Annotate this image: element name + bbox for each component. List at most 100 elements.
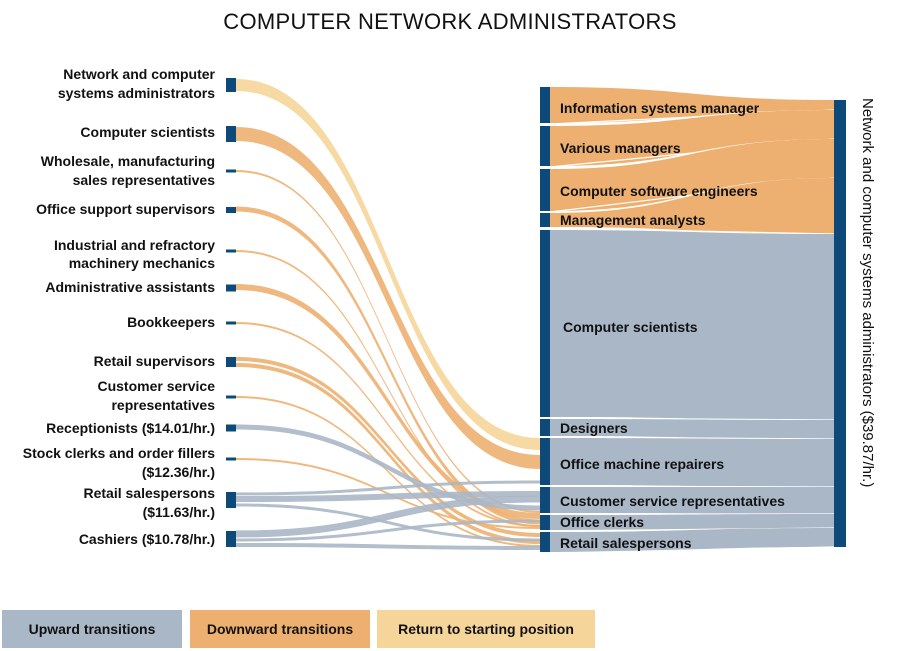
legend-label-return: Return to starting position <box>398 621 574 637</box>
middle-node-label: Customer service representatives <box>560 493 785 509</box>
left-node-bar <box>226 424 236 432</box>
left-labels: Network and computer systems administrato… <box>23 66 216 547</box>
right-band <box>550 514 834 530</box>
left-node-label: Computer scientists <box>80 124 215 140</box>
middle-labels: Information systems manager Various manag… <box>560 100 785 551</box>
left-node-label: Stock clerks and order fillers <box>23 445 215 461</box>
legend-swatch-upward <box>2 610 182 648</box>
flow-link-upward <box>236 543 540 550</box>
left-node-label: Administrative assistants <box>45 279 215 295</box>
band-divider <box>549 417 835 421</box>
right-bands <box>549 87 835 554</box>
legend: Upward transitions Downward transitions … <box>2 610 595 648</box>
chart-title: COMPUTER NETWORK ADMINISTRATORS <box>223 9 676 34</box>
middle-node-label: Various managers <box>560 140 681 156</box>
middle-node-label: Office clerks <box>560 514 644 530</box>
flow-link-upward <box>236 503 540 542</box>
middle-node-label: Computer software engineers <box>560 183 758 199</box>
middle-node-bar <box>540 515 550 530</box>
left-node-bar <box>226 169 236 173</box>
middle-node-label: Office machine repairers <box>560 456 724 472</box>
left-links <box>236 79 540 550</box>
left-node-label: Receptionists ($14.01/hr.) <box>46 420 215 436</box>
middle-node-label: Retail salespersons <box>560 535 692 551</box>
middle-node-bar <box>540 487 550 513</box>
flow-link-downward <box>236 127 540 469</box>
middle-node-bar <box>540 438 550 485</box>
flow-link-return <box>236 79 540 450</box>
left-node-bar <box>226 492 236 508</box>
flow-link-upward <box>236 519 540 542</box>
left-node-bar <box>226 457 236 461</box>
left-node-bar <box>226 207 236 213</box>
flow-link-upward <box>236 491 540 502</box>
left-node-bar <box>226 321 236 325</box>
flow-link-downward <box>236 396 540 547</box>
right-band <box>550 419 834 439</box>
left-node-bar <box>226 395 236 399</box>
middle-node-bar <box>540 126 550 166</box>
flow-link-upward <box>236 480 540 496</box>
middle-node-bar <box>540 419 550 436</box>
left-node-label: machinery mechanics <box>69 255 216 271</box>
middle-node-label: Management analysts <box>560 212 706 228</box>
left-node-bar <box>226 531 236 547</box>
left-node-label: Industrial and refractory <box>54 237 215 253</box>
middle-node-bar <box>540 230 550 417</box>
left-node-label: representatives <box>111 397 215 413</box>
band-divider <box>549 546 835 554</box>
flow-link-downward <box>236 284 540 519</box>
left-node-label: Wholesale, manufacturing <box>41 153 215 169</box>
left-node-label: Office support supervisors <box>36 201 215 217</box>
flow-link-downward <box>236 170 540 513</box>
left-node-label: Customer service <box>97 378 215 394</box>
left-node-label: Cashiers ($10.78/hr.) <box>79 531 215 547</box>
right-band <box>550 87 834 123</box>
flow-link-downward <box>236 363 540 544</box>
flow-link-downward <box>236 322 540 527</box>
left-node-label: systems administrators <box>58 85 215 101</box>
left-node-bar <box>226 78 236 92</box>
right-node-bar <box>834 100 846 547</box>
left-node-label: ($11.63/hr.) <box>143 504 215 520</box>
right-band <box>550 487 834 514</box>
band-divider <box>549 436 835 440</box>
band-divider <box>549 227 835 235</box>
legend-swatch-downward <box>190 610 370 648</box>
left-node-label: Network and computer <box>63 66 215 82</box>
right-node-label: Network and computer systems administrat… <box>859 98 876 487</box>
nodes <box>226 78 846 552</box>
legend-swatch-return <box>377 610 595 648</box>
left-node-bar <box>226 249 236 253</box>
left-node-bar <box>226 284 236 292</box>
middle-node-bar <box>540 169 550 211</box>
left-node-label: Retail supervisors <box>94 353 216 369</box>
middle-node-bar <box>540 213 550 227</box>
left-node-label: sales representatives <box>73 172 216 188</box>
flow-link-downward <box>236 357 540 537</box>
left-node-label: Retail salespersons <box>83 485 215 501</box>
middle-node-label: Computer scientists <box>563 319 698 335</box>
left-node-label: ($12.36/hr.) <box>142 464 215 480</box>
left-node-label: Bookkeepers <box>127 314 215 330</box>
flow-link-downward <box>236 250 540 527</box>
band-divider <box>549 485 835 488</box>
right-band <box>550 110 834 166</box>
left-node-bar <box>226 357 236 367</box>
middle-node-bar <box>540 87 550 123</box>
flow-link-downward <box>236 206 540 525</box>
left-node-bar <box>226 126 236 142</box>
middle-node-bar <box>540 532 550 552</box>
right-band <box>550 528 834 552</box>
legend-label-upward: Upward transitions <box>29 621 156 637</box>
right-band <box>550 230 834 420</box>
flow-link-upward <box>236 424 540 511</box>
flow-link-upward <box>236 495 540 538</box>
right-band <box>550 178 834 234</box>
legend-label-downward: Downward transitions <box>207 621 353 637</box>
right-band <box>550 438 834 487</box>
middle-node-label: Designers <box>560 420 628 436</box>
middle-node-label: Information systems manager <box>560 100 760 116</box>
right-band <box>550 139 834 211</box>
